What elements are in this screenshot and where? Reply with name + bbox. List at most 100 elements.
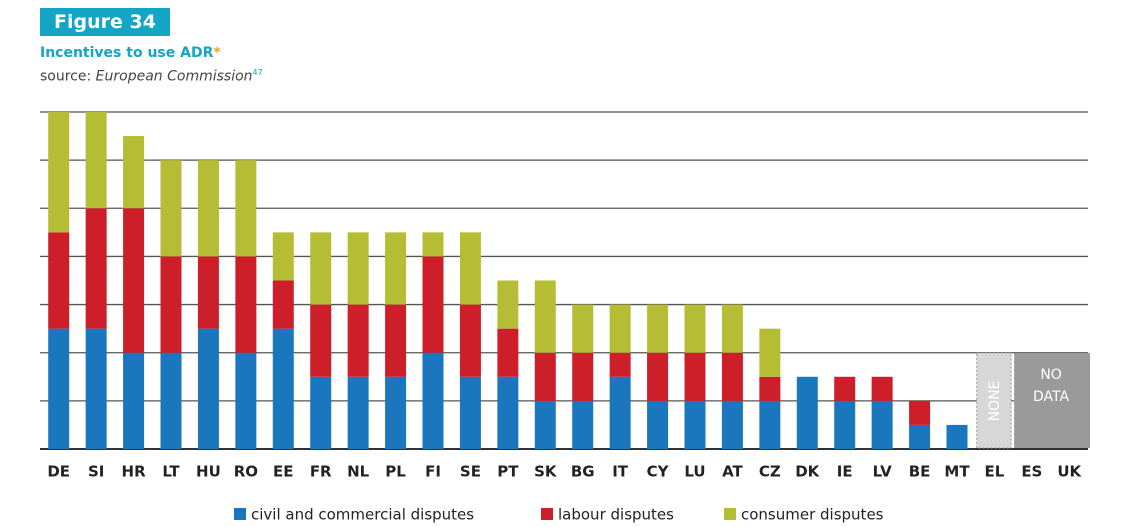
bar-segment xyxy=(497,328,519,377)
bar-segment xyxy=(759,376,781,401)
legend-swatch xyxy=(541,508,553,520)
annotation: NO DATA xyxy=(1033,367,1070,405)
title-text: Incentives to use ADR xyxy=(40,45,214,61)
x-tick-label: BE xyxy=(909,463,931,481)
annotation: NONE xyxy=(987,381,1003,422)
bar-segment xyxy=(48,112,70,233)
bar-segment xyxy=(946,424,968,449)
x-tick-label: DK xyxy=(795,463,820,481)
x-tick-label: HR xyxy=(122,463,147,481)
x-tick-label: LU xyxy=(684,463,705,481)
bar-segment xyxy=(647,304,669,353)
bar-segment xyxy=(123,208,145,353)
bar-segment xyxy=(310,232,332,305)
legend-label: civil and commercial disputes xyxy=(251,506,474,524)
x-tick-label: LV xyxy=(873,463,892,481)
bar-segment xyxy=(534,280,556,353)
bar-segment xyxy=(459,376,481,449)
x-tick-label: FR xyxy=(310,463,332,481)
bar-segment xyxy=(871,400,893,449)
legend-swatch xyxy=(724,508,736,520)
x-tick-label: PT xyxy=(497,463,519,481)
bar-segment xyxy=(497,376,519,449)
bar-segment xyxy=(85,208,107,329)
bar-segment xyxy=(235,352,257,449)
bar-segment xyxy=(909,424,931,449)
x-tick-label: IE xyxy=(837,463,853,481)
bar-segment xyxy=(310,376,332,449)
bar-segment xyxy=(160,160,182,257)
bar-segment xyxy=(385,304,407,377)
legend-label: labour disputes xyxy=(558,506,674,524)
legend-swatch xyxy=(234,508,246,520)
bar-segment xyxy=(459,232,481,305)
bar-segment xyxy=(385,376,407,449)
bar-segment xyxy=(572,304,594,353)
bar-segment xyxy=(160,256,182,353)
bar-segment xyxy=(684,400,706,449)
x-tick-label: HU xyxy=(196,463,221,481)
legend-label: consumer disputes xyxy=(741,506,884,524)
bar-segment xyxy=(721,352,743,401)
bar-segment xyxy=(347,304,369,377)
x-tick-label: IT xyxy=(612,463,629,481)
figure-label: Figure 34 xyxy=(40,8,170,36)
bar-segment xyxy=(422,256,444,353)
bar-segment xyxy=(684,304,706,353)
bar-segment xyxy=(160,352,182,449)
bar-segment xyxy=(235,160,257,257)
source-name: European Commission xyxy=(95,68,253,85)
bar-segment xyxy=(85,328,107,449)
bar-segment xyxy=(123,352,145,449)
bar-segment xyxy=(759,328,781,377)
bar-segment xyxy=(422,232,444,257)
annotation-box xyxy=(976,352,1012,449)
x-tick-label: FI xyxy=(425,463,441,481)
bar-segment xyxy=(721,400,743,449)
bar-segment xyxy=(834,400,856,449)
bar-segment xyxy=(497,280,519,329)
x-tick-label: LT xyxy=(162,463,180,481)
bar-segment xyxy=(459,304,481,377)
source-prefix: source: xyxy=(40,68,92,85)
annotation-box xyxy=(1014,353,1090,448)
bar-segment xyxy=(759,400,781,449)
bar-segment xyxy=(796,376,818,449)
bar-segment xyxy=(48,328,70,449)
annotation-box-content: NO DATA xyxy=(1014,353,1088,419)
bar-segment xyxy=(197,328,219,449)
bar-segment xyxy=(197,256,219,329)
source-note: 47 xyxy=(252,68,263,77)
x-tick-label: EE xyxy=(273,463,294,481)
x-tick-label: SI xyxy=(88,463,104,481)
bar-segment xyxy=(310,304,332,377)
x-tick-label: ES xyxy=(1021,463,1042,481)
bar-segment xyxy=(123,136,145,209)
x-tick-label: UK xyxy=(1057,463,1082,481)
x-tick-label: NL xyxy=(347,463,370,481)
chart-title: Incentives to use ADR* xyxy=(40,45,221,61)
bar-segment xyxy=(534,352,556,401)
bar-segment xyxy=(572,400,594,449)
bar-segment xyxy=(347,376,369,449)
bar-segment xyxy=(197,160,219,257)
title-marker: * xyxy=(213,45,221,61)
bar-segment xyxy=(235,256,257,353)
bar-segment xyxy=(572,352,594,401)
bar-segment xyxy=(534,400,556,449)
x-tick-label: SE xyxy=(460,463,481,481)
bar-segment xyxy=(385,232,407,305)
x-tick-label: SK xyxy=(534,463,558,481)
bar-segment xyxy=(609,352,631,377)
bar-segment xyxy=(871,376,893,401)
x-tick-label: EL xyxy=(985,463,1005,481)
x-tick-label: MT xyxy=(944,463,970,481)
annotation-wrap: NO DATA xyxy=(1014,353,1088,419)
bar-segment xyxy=(272,328,294,449)
bar-segment xyxy=(609,376,631,449)
bar-segment xyxy=(272,280,294,329)
bar-segment xyxy=(834,376,856,401)
x-tick-label: BG xyxy=(571,463,595,481)
